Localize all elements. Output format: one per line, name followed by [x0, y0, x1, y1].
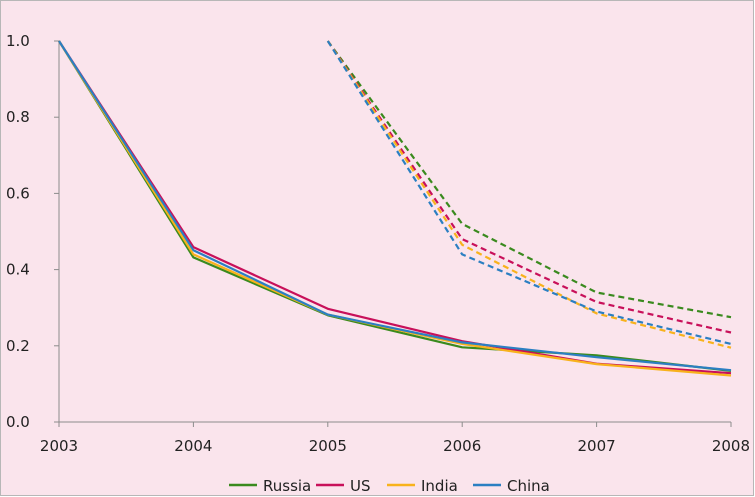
y-tick-label: 0.2 — [6, 337, 30, 355]
x-tick-label: 2006 — [443, 437, 481, 455]
y-tick-label: 0.0 — [6, 413, 30, 431]
y-tick-label: 0.4 — [6, 261, 30, 279]
x-tick-label: 2007 — [578, 437, 616, 455]
series-line-russia-dashed — [326, 40, 732, 319]
x-tick-label: 2008 — [712, 437, 750, 455]
legend-label: India — [421, 477, 458, 495]
x-tick-label: 2004 — [174, 437, 212, 455]
y-tick-label: 0.6 — [6, 184, 30, 202]
series-line-us — [58, 40, 732, 375]
x-tick-label: 2005 — [309, 437, 347, 455]
legend-label: Russia — [263, 477, 311, 495]
legend-label: China — [507, 477, 550, 495]
x-tick-label: 2003 — [40, 437, 78, 455]
series-line-china — [58, 40, 732, 372]
legend-label: US — [350, 477, 371, 495]
series-line-india-dashed — [326, 40, 732, 349]
series-line-russia — [58, 40, 732, 372]
series-line-us-dashed — [326, 40, 732, 334]
y-tick-label: 1.0 — [6, 32, 30, 50]
series-line-china-dashed — [326, 40, 732, 345]
y-tick-label: 0.8 — [6, 108, 30, 126]
